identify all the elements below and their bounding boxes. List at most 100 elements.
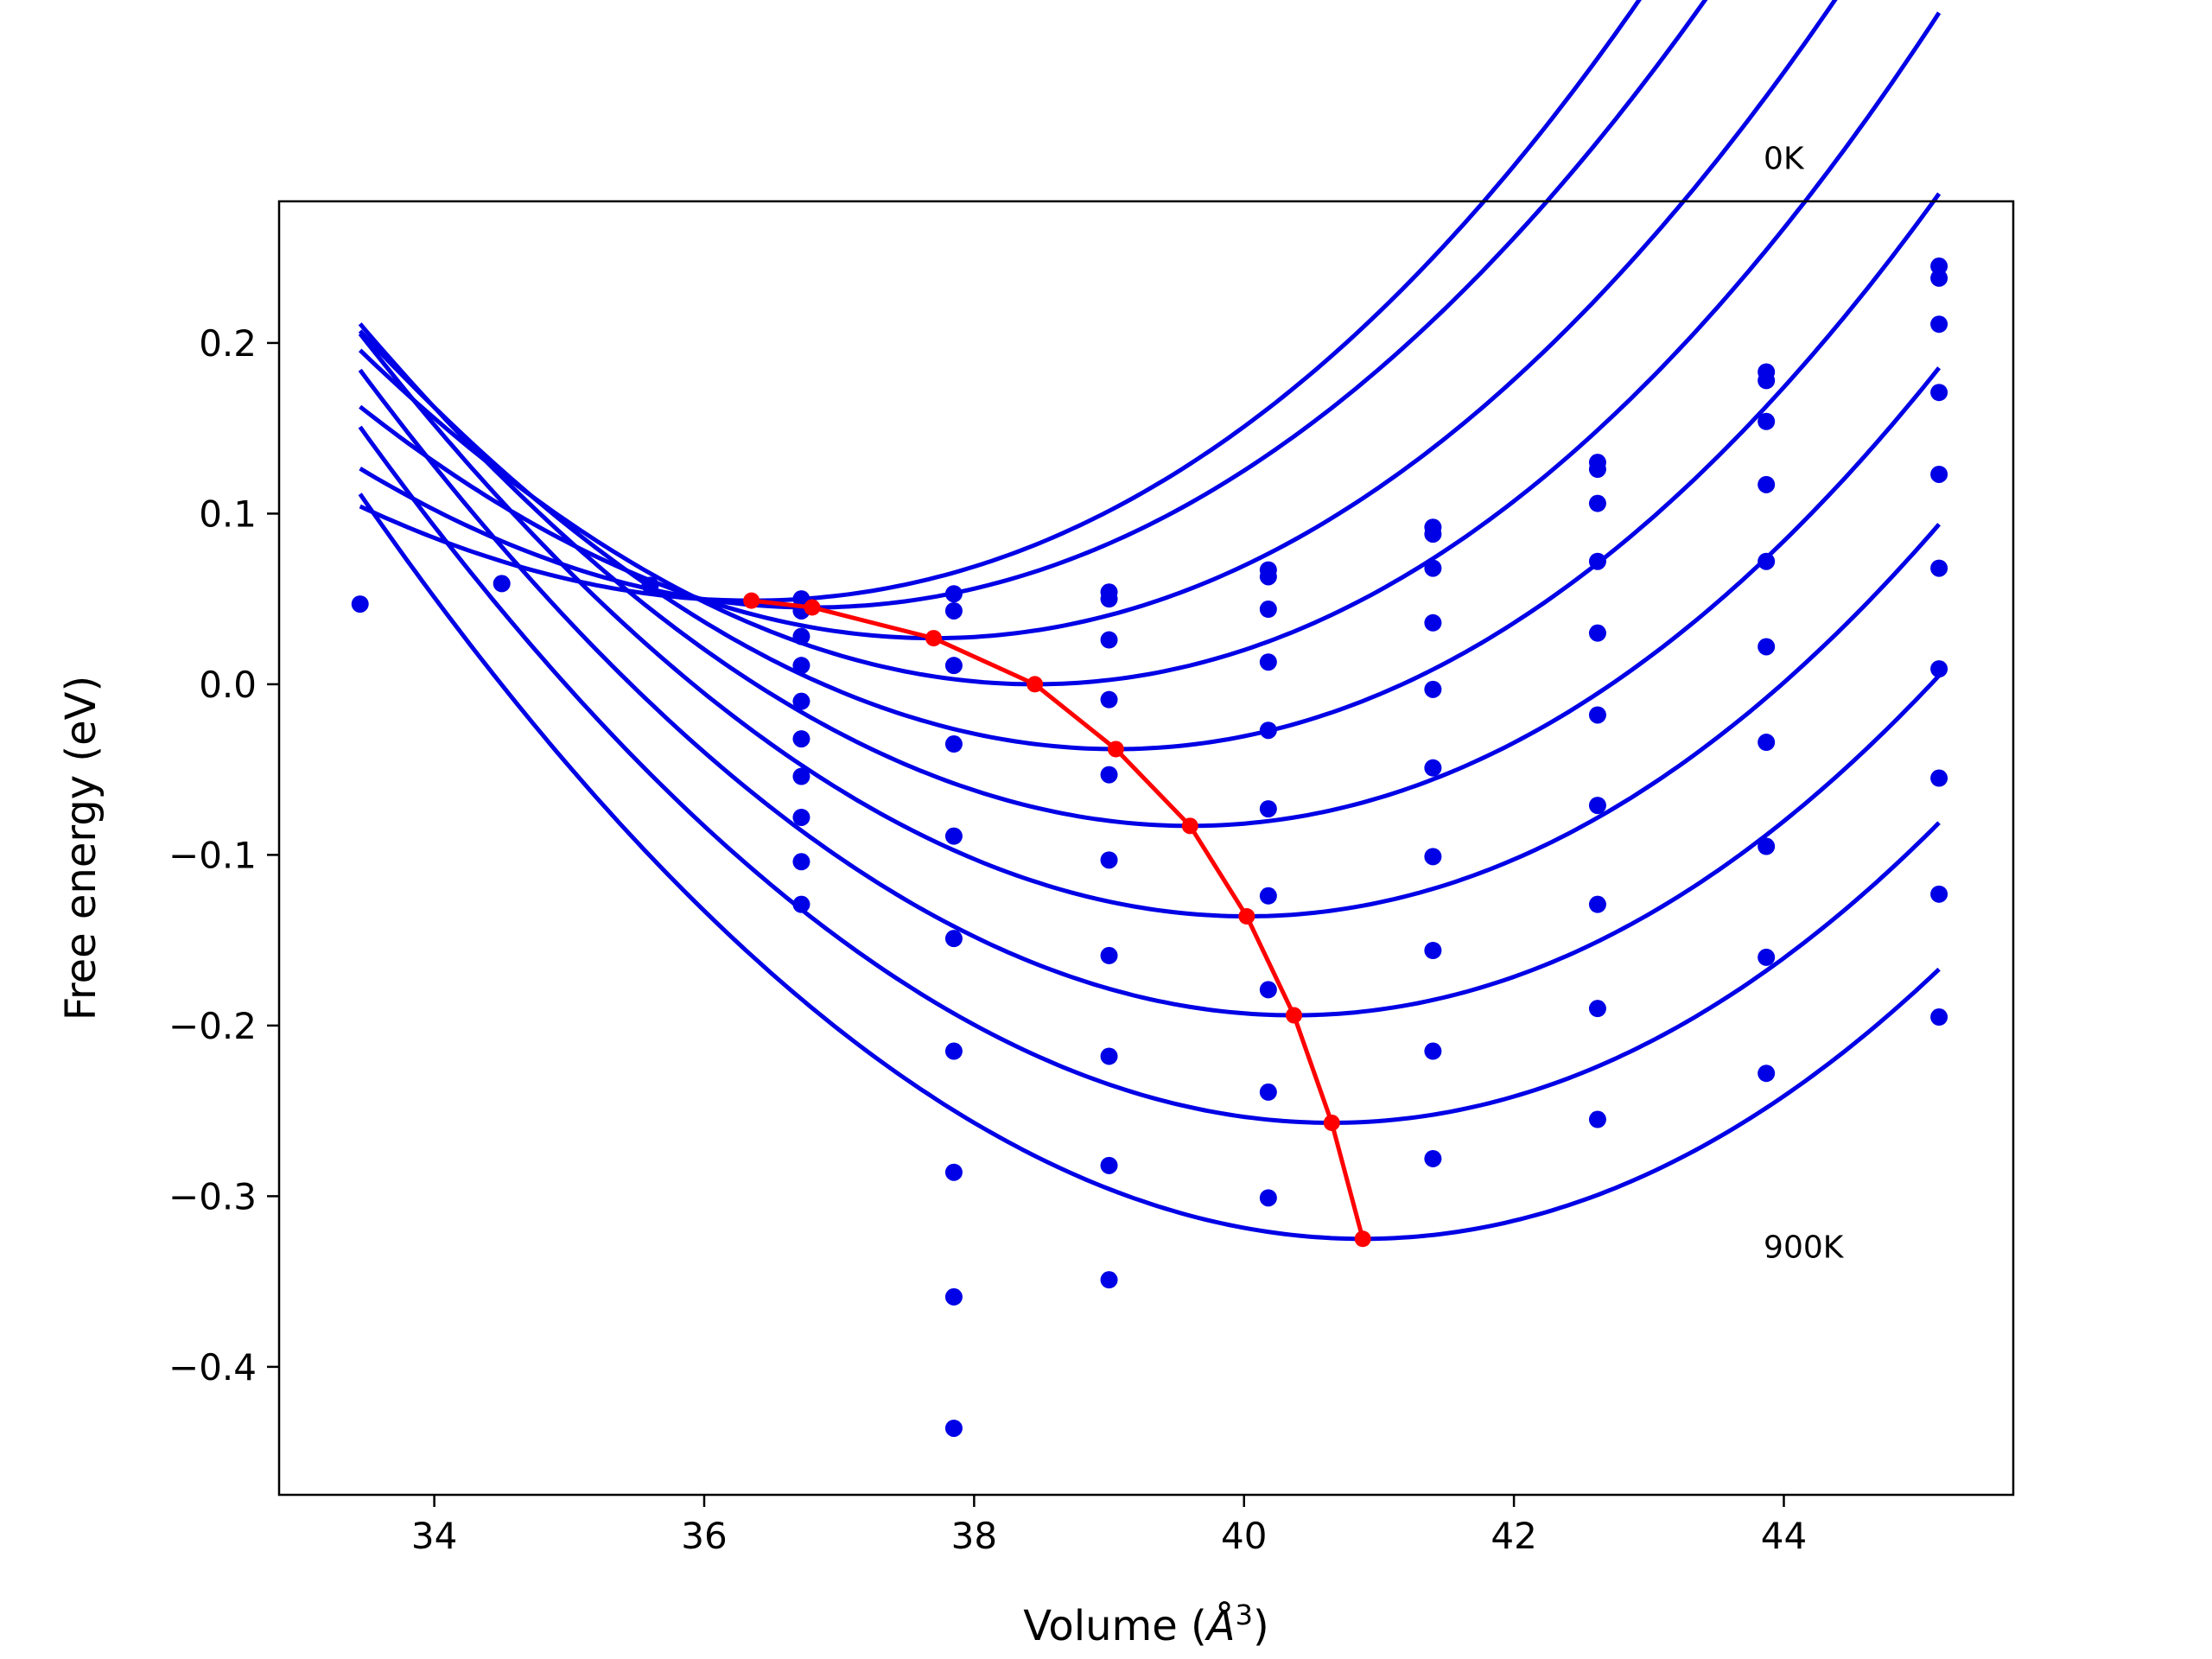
data-point-66 <box>1758 475 1776 493</box>
fit-curve-3 <box>358 11 1942 687</box>
data-point-46 <box>1424 613 1442 632</box>
data-point-35 <box>1259 601 1277 619</box>
y-tick-label-3: −0.1 <box>168 834 257 876</box>
data-point-51 <box>1424 1042 1442 1060</box>
x-tick-label-3: 40 <box>1221 1515 1267 1557</box>
data-point-72 <box>1758 1065 1776 1083</box>
minimum-point-7 <box>1286 1007 1303 1024</box>
y-tick-label-0: 0.2 <box>199 322 257 365</box>
data-point-44 <box>1424 525 1442 543</box>
fit-curve-9 <box>358 493 1941 1242</box>
data-point-80 <box>1930 769 1948 787</box>
data-point-36 <box>1259 653 1277 671</box>
data-point-39 <box>1259 887 1277 905</box>
data-point-26 <box>1100 690 1118 709</box>
y-tick-label-1: 0.1 <box>199 493 257 535</box>
data-point-45 <box>1424 559 1442 577</box>
x-tick-label-1: 36 <box>681 1515 727 1557</box>
data-point-61 <box>1588 1000 1606 1018</box>
data-point-42 <box>1259 1189 1277 1207</box>
data-point-32 <box>1100 1271 1118 1289</box>
data-point-81 <box>1930 885 1948 903</box>
x-axis-label-prefix: Volume ( <box>1023 1602 1207 1650</box>
data-point-60 <box>1588 895 1606 913</box>
data-point-65 <box>1758 412 1776 430</box>
data-point-28 <box>1100 851 1118 869</box>
data-point-22 <box>944 1419 963 1437</box>
data-point-56 <box>1588 552 1606 570</box>
data-point-41 <box>1259 1083 1277 1101</box>
data-point-14 <box>944 601 963 620</box>
data-point-1 <box>493 575 511 593</box>
minima-line <box>751 598 1365 1240</box>
data-point-0 <box>351 595 369 613</box>
data-point-77 <box>1930 465 1948 483</box>
plot-frame <box>277 200 2015 1497</box>
data-point-38 <box>1259 800 1277 818</box>
data-point-12 <box>792 895 810 913</box>
data-point-9 <box>792 767 810 785</box>
data-point-64 <box>1758 372 1776 390</box>
data-point-76 <box>1930 384 1948 402</box>
fit-curve-5 <box>358 322 1942 829</box>
x-tick-label-0: 34 <box>411 1515 457 1557</box>
minimum-point-1 <box>804 599 821 616</box>
x-axis-ticks: 34 36 38 40 42 44 <box>411 1495 1807 1557</box>
data-point-37 <box>1259 721 1277 740</box>
data-point-75 <box>1930 315 1948 334</box>
fit-curve-7 <box>358 368 1941 1018</box>
data-point-18 <box>944 930 963 948</box>
data-point-20 <box>944 1163 963 1181</box>
data-point-57 <box>1588 624 1606 642</box>
x-tick-label-2: 38 <box>951 1515 997 1557</box>
fit-curve-4 <box>358 192 1942 752</box>
data-point-52 <box>1424 1149 1442 1167</box>
data-point-16 <box>944 735 963 753</box>
y-tick-label-6: −0.4 <box>168 1346 257 1389</box>
y-axis-ticks: 0.2 0.1 0.0 −0.1 −0.2 −0.3 −0.4 <box>168 322 279 1389</box>
data-point-27 <box>1100 766 1118 784</box>
data-point-78 <box>1930 559 1948 577</box>
data-point-79 <box>1930 660 1948 678</box>
data-point-21 <box>944 1287 963 1306</box>
data-point-6 <box>792 657 810 675</box>
fit-curve-0 <box>359 0 1643 603</box>
x-axis-label-exponent: 3 <box>1236 1599 1253 1631</box>
y-axis-label: Free energy (eV) <box>57 676 105 1020</box>
minimum-point-6 <box>1238 907 1255 925</box>
data-point-49 <box>1424 848 1442 866</box>
minimum-point-8 <box>1323 1114 1340 1131</box>
data-point-7 <box>792 692 810 710</box>
data-point-59 <box>1588 797 1606 815</box>
data-point-11 <box>792 853 810 871</box>
data-point-10 <box>792 808 810 826</box>
data-points <box>351 257 1948 1437</box>
data-point-74 <box>1930 269 1948 287</box>
minimum-point-4 <box>1107 741 1124 758</box>
data-point-19 <box>944 1042 963 1060</box>
fit-curve-6 <box>358 332 1941 918</box>
minimum-point-3 <box>1027 676 1044 693</box>
annotations: 0K 900K <box>1764 141 1845 1265</box>
fit-curves <box>358 0 1942 1242</box>
data-point-73 <box>1930 257 1948 276</box>
data-point-67 <box>1758 552 1776 570</box>
y-tick-label-2: 0.0 <box>199 664 257 706</box>
data-point-48 <box>1424 759 1442 777</box>
y-tick-label-4: −0.2 <box>168 1005 257 1047</box>
data-point-34 <box>1259 568 1277 586</box>
data-point-62 <box>1588 1110 1606 1128</box>
x-axis-label-symbol: Å <box>1205 1601 1236 1650</box>
data-point-5 <box>792 627 810 645</box>
data-point-25 <box>1100 631 1118 649</box>
data-point-17 <box>944 827 963 845</box>
data-point-29 <box>1100 946 1118 964</box>
data-point-69 <box>1758 734 1776 752</box>
data-point-68 <box>1758 638 1776 656</box>
minimum-point-5 <box>1181 817 1198 835</box>
data-point-13 <box>944 585 963 603</box>
y-tick-label-5: −0.3 <box>168 1175 257 1217</box>
data-point-8 <box>792 730 810 748</box>
x-axis-label: Volume (Å3) <box>1023 1599 1268 1650</box>
